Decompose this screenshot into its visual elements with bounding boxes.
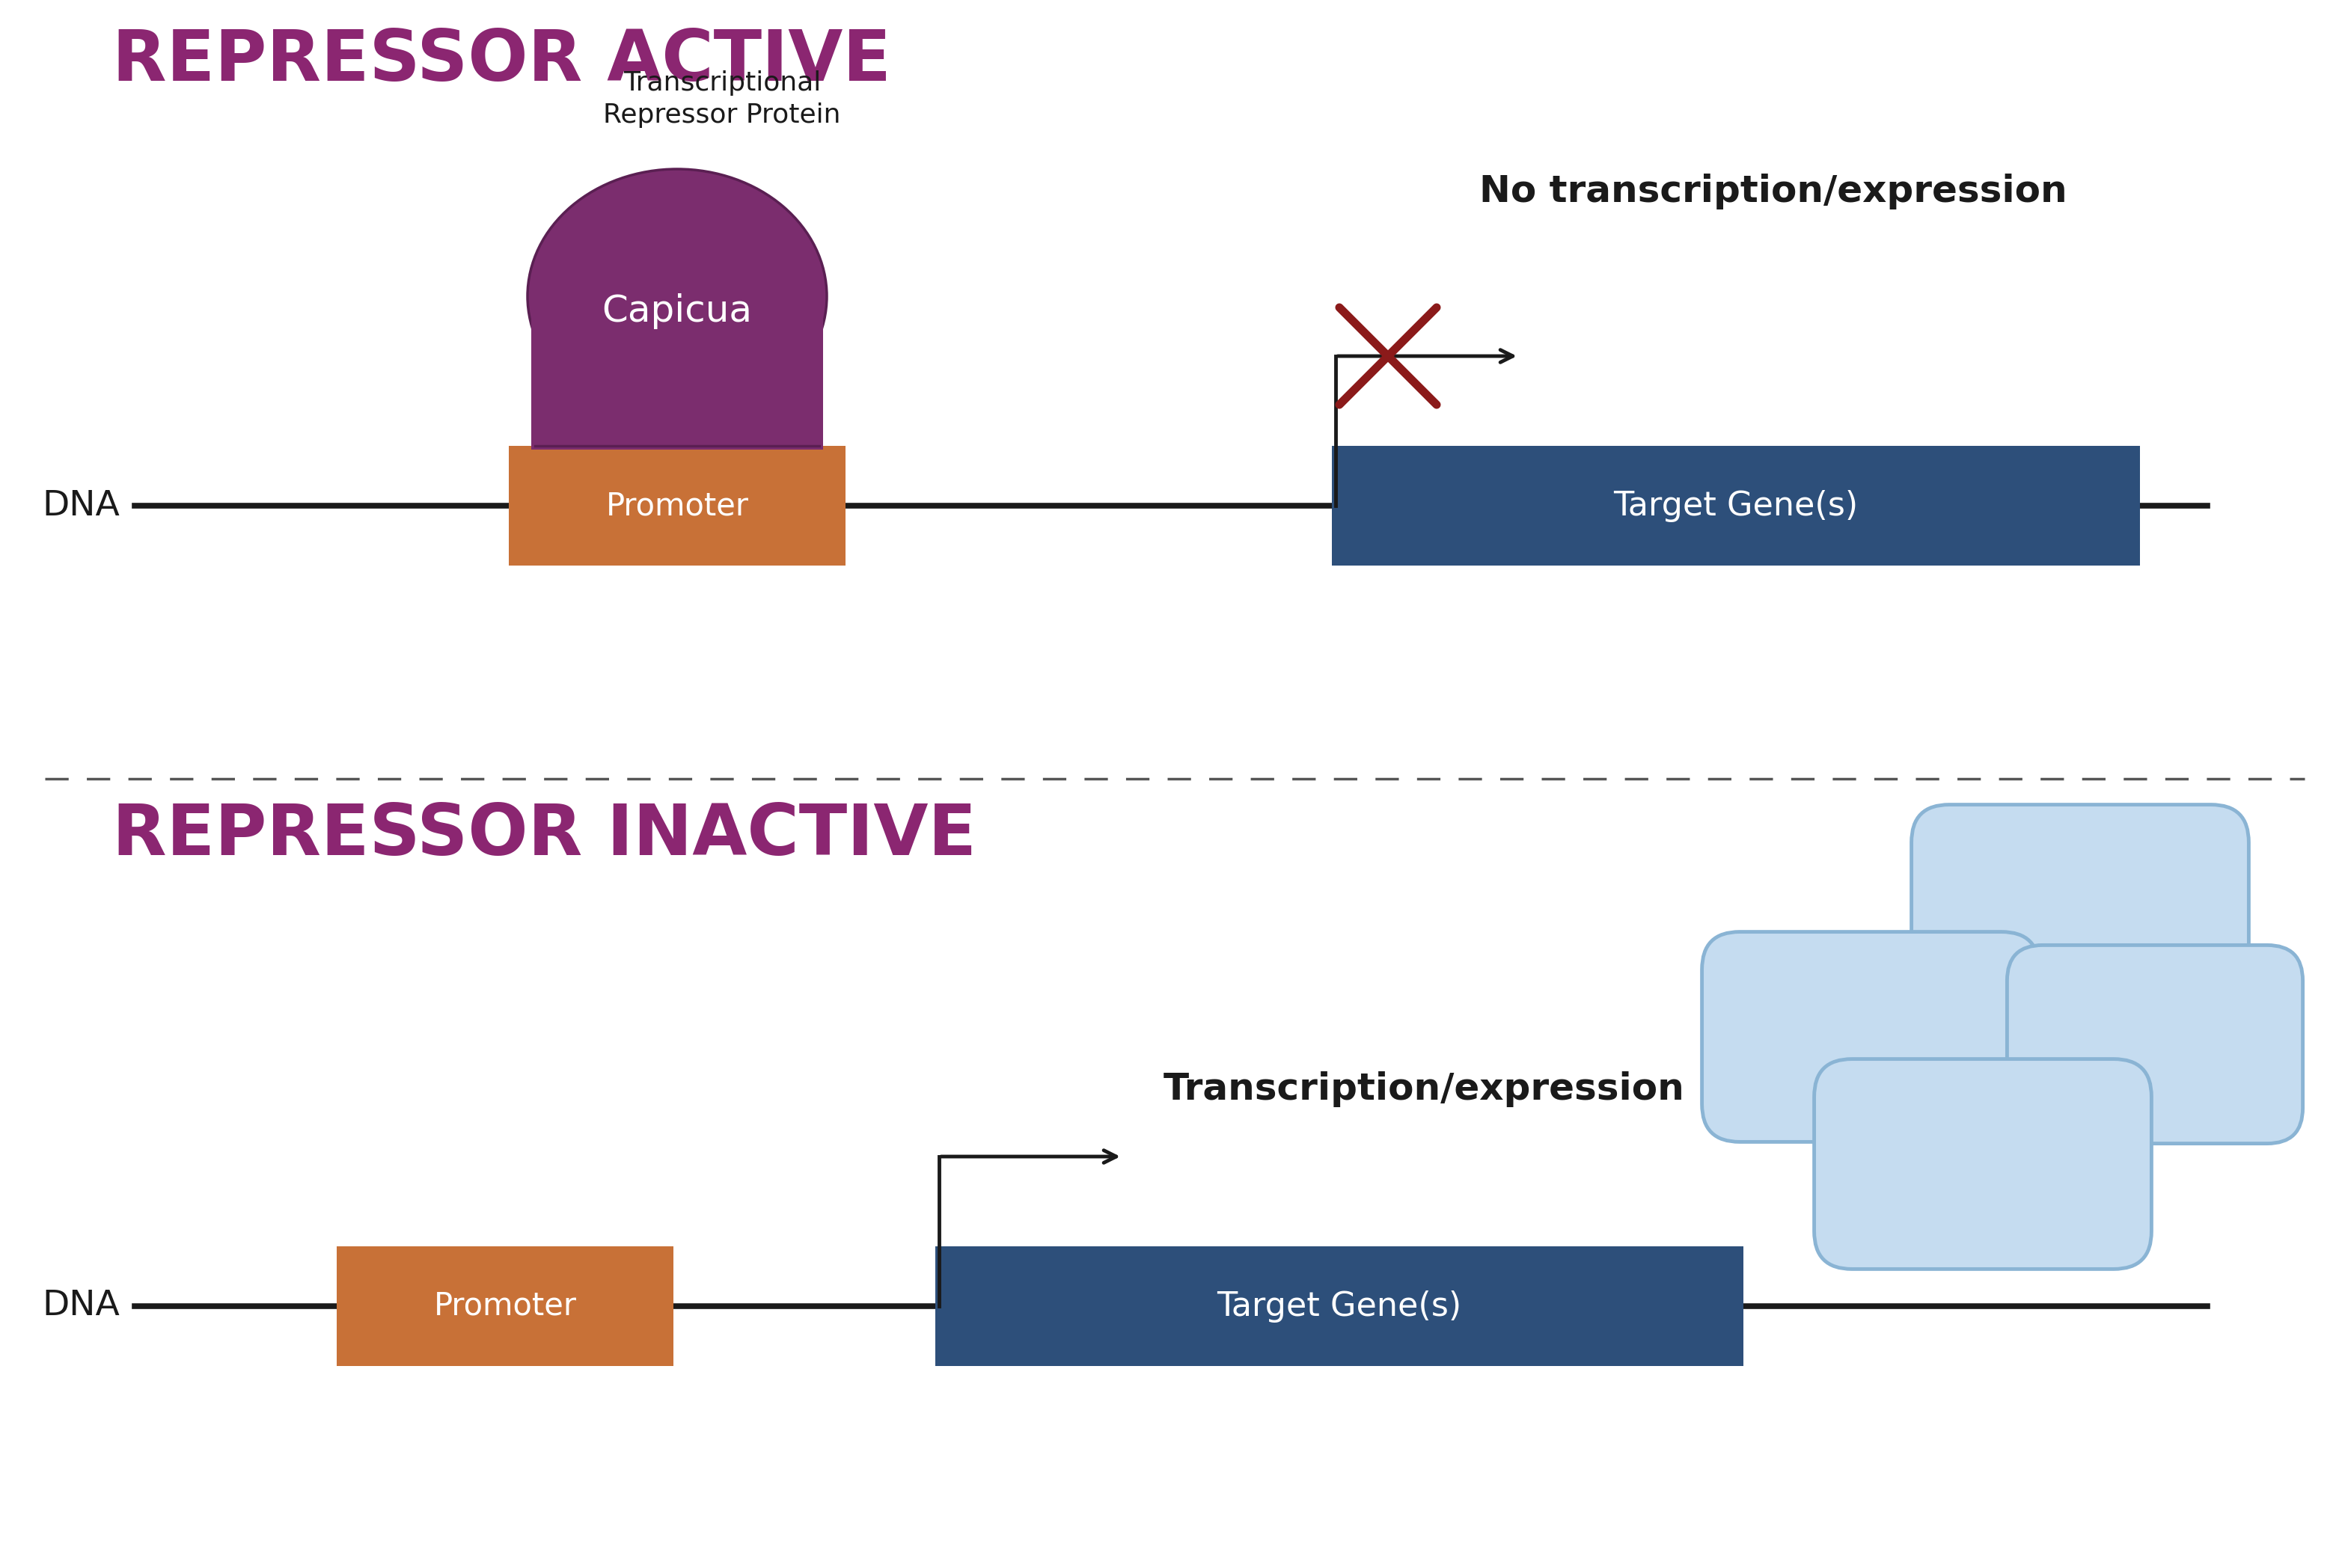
Text: No transcription/expression: No transcription/expression <box>1478 174 2068 210</box>
Text: Promoter: Promoter <box>433 1290 575 1322</box>
Text: Target Gene(s): Target Gene(s) <box>1614 489 1857 522</box>
Text: DNA: DNA <box>42 1289 119 1323</box>
Text: DNA: DNA <box>42 489 119 522</box>
Text: Target Gene(s): Target Gene(s) <box>1216 1290 1462 1322</box>
FancyBboxPatch shape <box>1815 1058 2152 1269</box>
FancyBboxPatch shape <box>2007 946 2304 1143</box>
Text: Transcription/expression: Transcription/expression <box>1162 1071 1684 1107</box>
FancyBboxPatch shape <box>1703 931 2040 1142</box>
Text: Transcriptional
Repressor Protein: Transcriptional Repressor Protein <box>603 71 840 129</box>
FancyBboxPatch shape <box>510 445 844 566</box>
FancyBboxPatch shape <box>1911 804 2248 1014</box>
Ellipse shape <box>529 169 826 423</box>
Text: REPRESSOR ACTIVE: REPRESSOR ACTIVE <box>112 27 891 96</box>
Text: Capicua: Capicua <box>601 293 753 329</box>
FancyBboxPatch shape <box>1331 445 2140 566</box>
FancyBboxPatch shape <box>936 1247 1743 1366</box>
Bar <box>531 293 823 450</box>
Text: REPRESSOR INACTIVE: REPRESSOR INACTIVE <box>112 801 975 870</box>
FancyBboxPatch shape <box>337 1247 674 1366</box>
Text: Promoter: Promoter <box>606 491 748 522</box>
